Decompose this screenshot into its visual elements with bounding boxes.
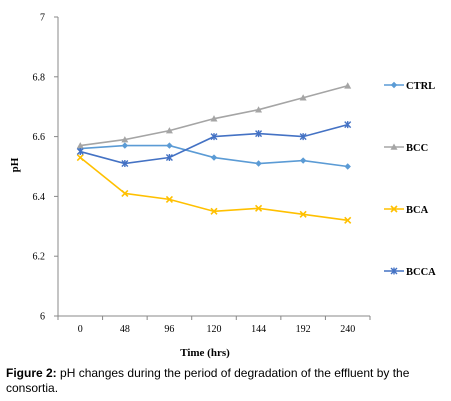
data-point-bcc — [76, 142, 84, 149]
legend-marker-bca — [390, 205, 398, 213]
data-point-ctrl — [344, 163, 351, 170]
x-tick-label: 240 — [340, 324, 355, 335]
legend-label-bca: BCA — [406, 205, 429, 216]
legend-marker-ctrl — [390, 81, 398, 89]
data-point-ctrl — [121, 142, 129, 149]
data-point-bcc — [121, 136, 129, 143]
data-point-ctrl — [255, 160, 262, 167]
legend-marker-bcc — [390, 143, 398, 150]
figure-caption-label: Figure 2: — [6, 366, 57, 380]
data-point-ctrl — [166, 142, 173, 149]
y-tick-label: 6.2 — [33, 252, 46, 263]
data-point-bcc — [165, 127, 173, 134]
data-point-ctrl — [299, 157, 307, 164]
data-point-bcc — [210, 115, 218, 122]
chart-series — [76, 82, 352, 224]
x-tick-label: 192 — [296, 324, 311, 335]
chart-axes: 6 6.2 6.4 6.6 6.8 7 0 48 96 120 144 192 240 — [33, 13, 371, 335]
figure-caption: Figure 2: pH changes during the period o… — [6, 366, 446, 396]
legend-label-bcc: BCC — [406, 143, 428, 154]
data-point-bca — [210, 207, 218, 215]
data-point-bca — [121, 189, 129, 197]
data-point-bca — [255, 204, 263, 212]
data-point-bcc — [255, 106, 263, 113]
figure-caption-text: pH changes during the period of degradat… — [6, 366, 410, 395]
data-point-ctrl — [210, 154, 218, 161]
data-point-bca — [299, 210, 307, 218]
y-tick-label: 6.4 — [33, 192, 46, 203]
y-tick-label: 7 — [40, 13, 45, 24]
y-tick-label: 6 — [40, 312, 45, 323]
data-point-bcca — [165, 154, 173, 162]
legend-item-bca: BCA — [384, 205, 429, 216]
data-point-bcc — [299, 94, 307, 101]
chart-legend: CTRL BCC BCA BCCA — [384, 81, 436, 278]
x-tick-label: 96 — [164, 324, 174, 335]
data-point-bcca — [76, 148, 84, 156]
legend-item-bcc: BCC — [384, 143, 428, 154]
x-tick-label: 144 — [251, 324, 266, 335]
data-point-bcca — [344, 121, 352, 129]
legend-marker-bcca — [390, 267, 398, 275]
y-tick-label: 6.6 — [33, 132, 46, 143]
x-tick-label: 120 — [207, 324, 222, 335]
y-axis-title: pH — [9, 157, 21, 172]
data-point-bcc — [344, 82, 352, 89]
legend-item-bcca: BCCA — [384, 267, 436, 278]
data-point-bcca — [299, 133, 307, 141]
data-point-bca — [344, 216, 352, 224]
x-tick-label: 0 — [78, 324, 83, 335]
x-axis-title: Time (hrs) — [180, 347, 230, 359]
line-chart: 6 6.2 6.4 6.6 6.8 7 0 48 96 120 144 192 240 CTRL BCC B… — [9, 13, 436, 360]
data-point-bcca — [255, 130, 263, 138]
legend-item-ctrl: CTRL — [384, 81, 435, 92]
y-tick-label: 6.8 — [33, 72, 46, 83]
legend-label-ctrl: CTRL — [406, 81, 435, 92]
x-tick-label: 48 — [120, 324, 130, 335]
data-point-bcca — [210, 133, 218, 141]
data-point-bcca — [121, 160, 129, 168]
data-point-bca — [165, 195, 173, 203]
data-point-bca — [76, 153, 84, 162]
legend-label-bcca: BCCA — [406, 267, 436, 278]
